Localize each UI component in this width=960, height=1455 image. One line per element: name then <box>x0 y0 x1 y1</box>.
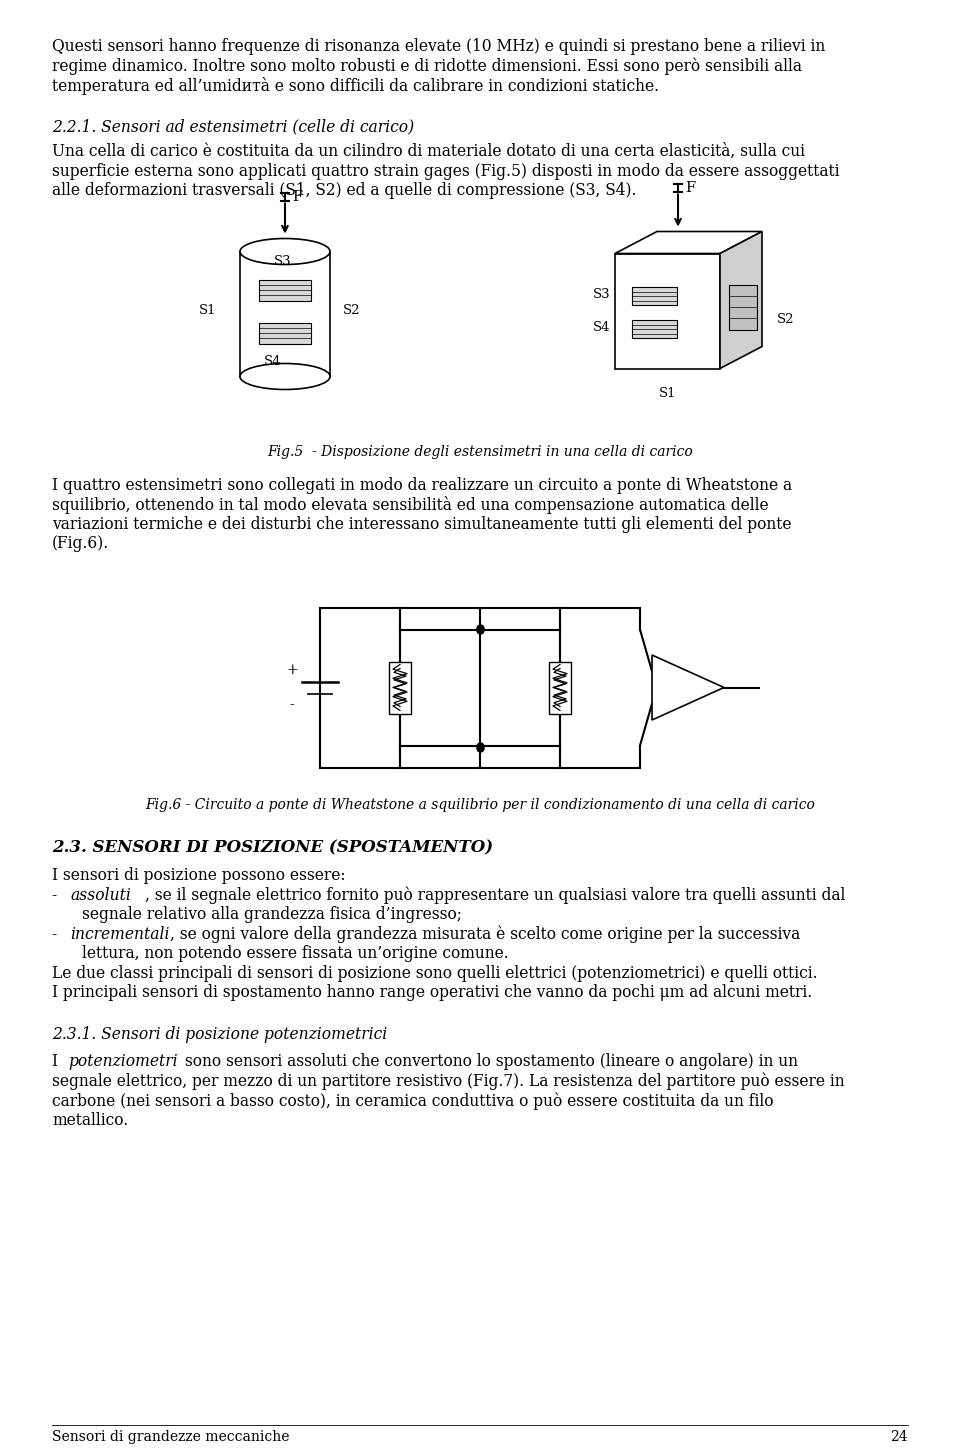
Bar <box>390 666 410 709</box>
Text: variazioni termiche e dei disturbi che interessano simultaneamente tutti gli ele: variazioni termiche e dei disturbi che i… <box>52 515 791 533</box>
Text: 24: 24 <box>890 1430 908 1443</box>
Text: S4: S4 <box>592 320 610 333</box>
Text: I sensori di posizione possono essere:: I sensori di posizione possono essere: <box>52 867 346 885</box>
Text: I quattro estensimetri sono collegati in modo da realizzare un circuito a ponte : I quattro estensimetri sono collegati in… <box>52 476 792 493</box>
Bar <box>729 285 757 329</box>
Text: Una cella di carico è costituita da un cilindro di materiale dotato di una certa: Una cella di carico è costituita da un c… <box>52 143 805 160</box>
Text: potenziometri: potenziometri <box>68 1053 178 1069</box>
Text: S1: S1 <box>200 304 217 317</box>
Text: assoluti: assoluti <box>70 886 131 904</box>
Bar <box>389 662 411 713</box>
Text: superficie esterna sono applicati quattro strain gages (Fig.5) disposti in modo : superficie esterna sono applicati quattr… <box>52 163 839 179</box>
Ellipse shape <box>240 364 330 390</box>
Text: S2: S2 <box>344 304 361 317</box>
Text: +: + <box>286 662 298 677</box>
Text: I principali sensori di spostamento hanno range operativi che vanno da pochi μm : I principali sensori di spostamento hann… <box>52 984 812 1001</box>
Polygon shape <box>720 231 762 368</box>
Text: Fig.6 - Circuito a ponte di Wheatstone a squilibrio per il condizionamento di un: Fig.6 - Circuito a ponte di Wheatstone a… <box>145 797 815 812</box>
Text: Sensori di grandezze meccaniche: Sensori di grandezze meccaniche <box>52 1430 290 1443</box>
Text: +: + <box>659 669 669 682</box>
Text: incrementali: incrementali <box>70 925 170 943</box>
Text: sono sensori assoluti che convertono lo spostamento (lineare o angolare) in un: sono sensori assoluti che convertono lo … <box>180 1053 798 1069</box>
Text: regime dinamico. Inoltre sono molto robusti e di ridotte dimensioni. Essi sono p: regime dinamico. Inoltre sono molto robu… <box>52 58 802 76</box>
Text: 2.3. SENSORI DI POSIZIONE (SPOSTAMENTO): 2.3. SENSORI DI POSIZIONE (SPOSTAMENTO) <box>52 840 493 857</box>
Text: temperatura ed all’umidитà e sono difficili da calibrare in condizioni statiche.: temperatura ed all’umidитà e sono diffic… <box>52 77 660 95</box>
Text: F: F <box>292 189 302 204</box>
Text: -: - <box>661 694 666 709</box>
Text: S2: S2 <box>777 313 795 326</box>
Text: squilibrio, ottenendo in tal modo elevata sensibilità ed una compensazione autom: squilibrio, ottenendo in tal modo elevat… <box>52 496 769 514</box>
Bar <box>633 320 678 338</box>
Text: S3: S3 <box>275 255 292 268</box>
Text: I: I <box>52 1053 62 1069</box>
Ellipse shape <box>240 239 330 265</box>
Text: Questi sensori hanno frequenze di risonanza elevate (10 MHz) e quindi si prestan: Questi sensori hanno frequenze di risona… <box>52 38 826 55</box>
Bar <box>259 279 311 301</box>
Polygon shape <box>615 231 762 253</box>
Text: alle deformazioni trasversali (S1, S2) ed a quelle di compressione (S3, S4).: alle deformazioni trasversali (S1, S2) e… <box>52 182 636 199</box>
Bar <box>240 252 330 377</box>
Text: Fig.5  - Disposizione degli estensimetri in una cella di carico: Fig.5 - Disposizione degli estensimetri … <box>267 444 693 458</box>
Text: segnale relativo alla grandezza fisica d’ingresso;: segnale relativo alla grandezza fisica d… <box>82 906 462 922</box>
Text: metallico.: metallico. <box>52 1112 129 1129</box>
Text: S1: S1 <box>659 387 676 400</box>
Bar <box>259 323 311 343</box>
Text: -: - <box>290 698 295 713</box>
Text: -: - <box>52 925 62 943</box>
Bar <box>550 666 570 709</box>
Text: 2.2.1. Sensori ad estensimetri (celle di carico): 2.2.1. Sensori ad estensimetri (celle di… <box>52 118 414 135</box>
Bar <box>615 253 720 368</box>
Text: segnale elettrico, per mezzo di un partitore resistivo (Fig.7). La resistenza de: segnale elettrico, per mezzo di un parti… <box>52 1072 845 1090</box>
Text: , se il segnale elettrico fornito può rappresentare un qualsiasi valore tra quel: , se il segnale elettrico fornito può ra… <box>145 886 846 904</box>
Text: S4: S4 <box>264 355 281 368</box>
Text: , se ogni valore della grandezza misurata è scelto come origine per la successiv: , se ogni valore della grandezza misurat… <box>170 925 801 943</box>
Text: (Fig.6).: (Fig.6). <box>52 535 109 551</box>
Bar <box>633 287 678 306</box>
Text: lettura, non potendo essere fissata un’origine comune.: lettura, non potendo essere fissata un’o… <box>82 944 509 962</box>
Text: Le due classi principali di sensori di posizione sono quelli elettrici (potenzio: Le due classi principali di sensori di p… <box>52 965 818 982</box>
Bar <box>549 662 571 713</box>
Text: -: - <box>52 886 62 904</box>
Text: 2.3.1. Sensori di posizione potenziometrici: 2.3.1. Sensori di posizione potenziometr… <box>52 1026 387 1042</box>
Text: F: F <box>685 180 695 195</box>
Text: S3: S3 <box>592 288 610 301</box>
Text: carbone (nei sensori a basso costo), in ceramica conduttiva o può essere costitu: carbone (nei sensori a basso costo), in … <box>52 1093 774 1110</box>
Polygon shape <box>652 655 724 720</box>
